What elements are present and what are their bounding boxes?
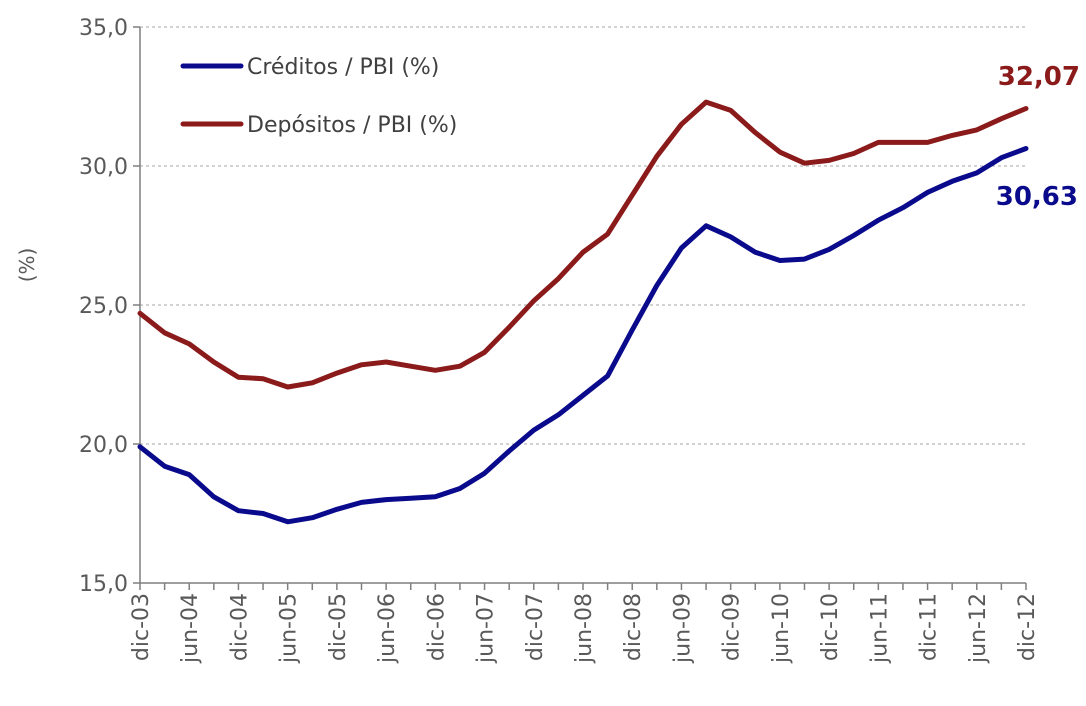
x-tick-labels: dic-03 jun-04 dic-04 jun-05 dic-05 jun-06 dic-…: [129, 593, 1040, 664]
y-tick-label: 35,0: [79, 16, 128, 41]
x-tick-label: jun-11: [867, 593, 892, 664]
legend: Créditos / PBI (%) Depósitos / PBI (%): [180, 55, 457, 138]
x-tick-label: jun-12: [966, 593, 991, 664]
y-tick-label: 25,0: [79, 294, 128, 319]
x-tick-label: jun-04: [178, 593, 203, 664]
x-tick-label: jun-09: [670, 593, 695, 664]
y-axis-title: (%): [15, 248, 39, 283]
series-line-creditos: [137, 146, 1029, 525]
x-tick-label: dic-08: [621, 593, 646, 661]
legend-label: Créditos / PBI (%): [247, 55, 439, 80]
x-tick-label: jun-08: [572, 593, 597, 664]
x-tick-label: dic-05: [326, 593, 351, 661]
x-tick-label: dic-07: [523, 593, 548, 661]
x-tick-label: jun-07: [474, 593, 499, 664]
y-tick-label: 15,0: [79, 572, 128, 597]
x-tick-label: dic-06: [424, 593, 449, 661]
y-tick-label: 30,0: [79, 155, 128, 180]
x-tick-label: jun-06: [375, 593, 400, 664]
x-tick-label: jun-05: [277, 593, 302, 664]
x-tick-label: dic-04: [227, 593, 252, 661]
x-tick-label: dic-10: [818, 593, 843, 661]
axes: [133, 26, 1027, 590]
gridlines: [140, 26, 1026, 445]
legend-label: Depósitos / PBI (%): [247, 113, 457, 138]
series-lines: [137, 99, 1029, 525]
end-value-label: 30,63: [996, 182, 1078, 212]
series-line-depositos: [137, 99, 1029, 390]
x-tick-label: dic-12: [1015, 593, 1040, 661]
end-labels: 30,63 32,07: [996, 62, 1080, 212]
x-tick-label: dic-03: [129, 593, 154, 661]
x-tick-label: dic-11: [917, 593, 942, 661]
y-tick-labels: 15,0 20,0 25,0 30,0 35,0: [79, 16, 128, 597]
x-tick-label: jun-10: [769, 593, 794, 664]
end-value-label: 32,07: [998, 62, 1080, 92]
y-tick-label: 20,0: [79, 433, 128, 458]
x-tick-label: dic-09: [720, 593, 745, 661]
